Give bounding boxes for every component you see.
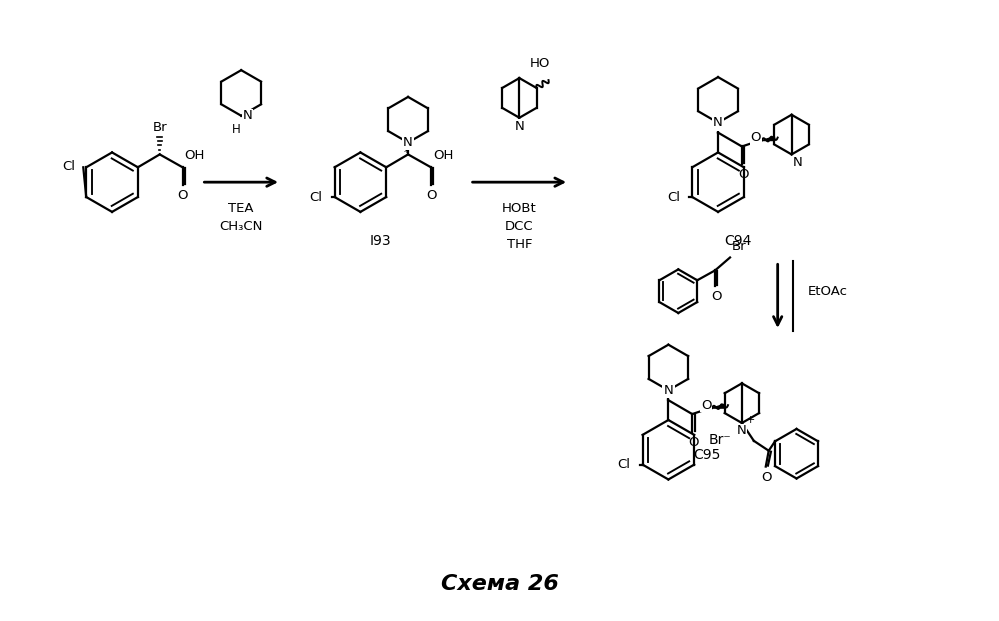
Text: N: N: [243, 109, 253, 122]
Polygon shape: [712, 404, 725, 408]
Text: +: +: [746, 415, 755, 425]
Text: N: N: [792, 156, 802, 170]
Text: O: O: [750, 131, 761, 144]
Text: *: *: [405, 148, 409, 158]
Text: N: N: [514, 120, 524, 133]
Text: Схема 26: Схема 26: [441, 574, 558, 594]
Text: EtOAc: EtOAc: [807, 284, 847, 297]
Polygon shape: [762, 137, 775, 140]
Text: N: N: [663, 384, 673, 397]
Text: Br: Br: [732, 240, 746, 253]
Text: O: O: [761, 471, 772, 484]
Text: O: O: [688, 436, 699, 449]
Text: CH₃CN: CH₃CN: [220, 220, 263, 233]
Text: *: *: [714, 127, 719, 137]
Text: O: O: [738, 168, 748, 181]
Text: Br: Br: [153, 120, 167, 134]
Text: THF: THF: [506, 238, 532, 251]
Text: C95: C95: [693, 448, 721, 462]
Text: O: O: [701, 399, 711, 412]
Text: HOBt: HOBt: [501, 202, 536, 215]
Text: HO: HO: [529, 57, 549, 70]
Text: H: H: [232, 123, 241, 136]
Text: Cl: Cl: [667, 191, 680, 204]
Text: C94: C94: [724, 233, 751, 248]
Text: Br⁻: Br⁻: [708, 433, 731, 447]
Text: O: O: [177, 189, 188, 202]
Text: O: O: [427, 189, 437, 202]
Text: N: N: [404, 136, 413, 149]
Text: OH: OH: [184, 149, 205, 162]
Text: *: *: [665, 394, 669, 404]
Text: O: O: [711, 290, 721, 303]
Text: DCC: DCC: [505, 220, 533, 233]
Text: N: N: [713, 116, 723, 129]
Text: OH: OH: [433, 149, 454, 162]
Text: I93: I93: [370, 233, 391, 248]
Text: Cl: Cl: [617, 458, 630, 471]
Text: Cl: Cl: [62, 160, 75, 173]
Text: TEA: TEA: [229, 202, 254, 215]
Text: Cl: Cl: [310, 191, 323, 204]
Text: N: N: [737, 425, 747, 437]
